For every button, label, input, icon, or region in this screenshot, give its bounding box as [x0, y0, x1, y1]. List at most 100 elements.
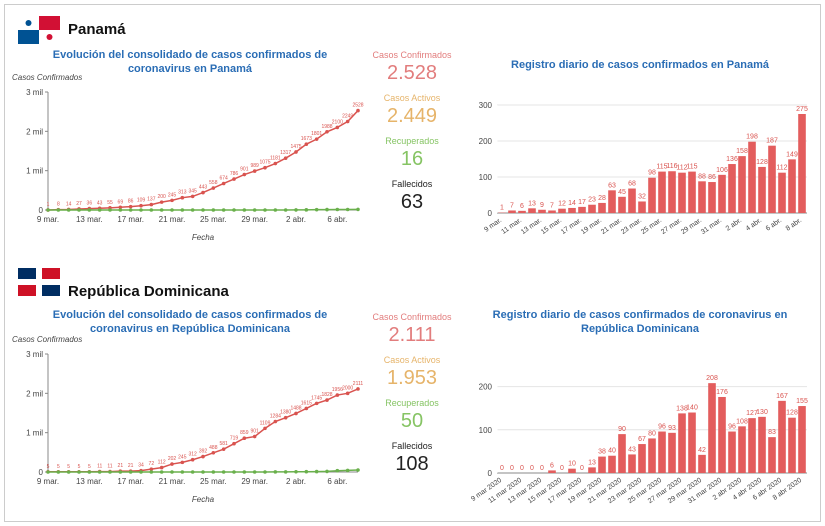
x-tick-label: 6 abr. [765, 217, 783, 233]
point [159, 200, 164, 204]
y-tick-label: 0 [488, 209, 493, 218]
chart-title: Evolución del consolidado de casos confi… [52, 49, 328, 75]
stat-label: Casos Activos [383, 355, 441, 365]
bar-label: 198 [746, 134, 758, 141]
x-tick-label: 11 mar. [500, 217, 523, 236]
point-label: 27 [76, 201, 82, 207]
point [356, 468, 360, 472]
point-label: 1488 [290, 405, 301, 411]
bar-label: 0 [500, 465, 504, 472]
point-label: 1109 [260, 420, 271, 426]
bar-label: 115 [656, 164, 667, 171]
bar-label: 0 [560, 465, 564, 472]
x-tick-label: 25 mar. [200, 477, 227, 486]
point-label: 488 [209, 445, 218, 451]
point [128, 208, 133, 212]
point [335, 468, 340, 473]
bar-label: 86 [708, 174, 716, 181]
chart-title: Registro diario de casos confirmados en … [511, 59, 769, 71]
flag-panama [18, 16, 60, 44]
x-tick-label: 25 mar. [200, 215, 227, 224]
x-axis-label: Fecha [192, 233, 215, 242]
bar [628, 454, 636, 473]
x-tick-label: 2 abr. [286, 215, 306, 224]
point [128, 470, 133, 474]
x-tick-label: 13 mar. [76, 215, 103, 224]
point [190, 470, 195, 474]
bar-label: 136 [726, 156, 738, 163]
point-label: 202 [168, 456, 177, 462]
bar [758, 416, 766, 473]
stat-label: Recuperados [385, 136, 439, 146]
bar [618, 434, 626, 473]
point [325, 207, 329, 212]
point [325, 130, 329, 134]
point [252, 208, 257, 212]
bar [588, 204, 596, 213]
y-tick-label: 200 [479, 383, 493, 392]
bar [748, 418, 756, 473]
point [87, 208, 92, 212]
bar [548, 210, 556, 213]
bar-label: 96 [658, 424, 666, 431]
bar [668, 171, 676, 213]
point [159, 465, 164, 470]
point [180, 208, 185, 212]
bar [718, 396, 726, 473]
point [97, 208, 102, 212]
point [345, 391, 350, 396]
point [149, 470, 154, 474]
stat-label: Casos Confirmados [372, 312, 452, 322]
bar-label: 80 [648, 430, 656, 437]
point [335, 125, 340, 130]
point [294, 150, 298, 154]
bar-label: 88 [698, 173, 706, 180]
bar [778, 172, 786, 213]
point [170, 462, 174, 466]
bar-label: 167 [776, 393, 788, 400]
bar [768, 437, 776, 473]
y-tick-label: 0 [39, 468, 44, 477]
bar-label: 32 [638, 193, 646, 200]
bar [768, 145, 776, 213]
frame [4, 4, 821, 522]
point-label: 109 [137, 198, 146, 204]
x-tick-label: 23 mar. [620, 217, 643, 236]
y-tick-label: 1 mil [26, 429, 43, 438]
point-label: 345 [188, 188, 197, 194]
point [242, 436, 247, 441]
point-label: 1380 [280, 410, 291, 416]
point [304, 208, 309, 212]
bar-label: 83 [768, 429, 776, 436]
x-tick-label: 4 abr. [745, 217, 763, 233]
point-label: 901 [240, 167, 249, 173]
point [56, 208, 61, 212]
bar-label: 67 [638, 436, 646, 443]
point-label: 392 [199, 449, 208, 455]
point [139, 470, 143, 474]
x-tick-label: 29 mar. [241, 477, 268, 486]
point [283, 415, 288, 420]
point [345, 207, 350, 212]
bar [558, 208, 566, 213]
point-label: 1988 [321, 124, 332, 130]
x-tick-label: 17 mar. [117, 477, 144, 486]
bar [698, 181, 706, 213]
point [201, 190, 205, 195]
bar-label: 140 [686, 405, 698, 412]
bar-label: 155 [796, 398, 808, 405]
point-label: 5 [78, 464, 81, 470]
point-label: 2111 [353, 381, 364, 387]
stat-value: 63 [400, 191, 424, 213]
country-name: Panamá [68, 21, 126, 38]
x-tick-label: 29 mar. [680, 217, 703, 236]
point [159, 470, 164, 474]
bar-label: 176 [716, 389, 728, 396]
point-label: 11 [107, 464, 112, 470]
x-tick-label: 29 mar. [241, 215, 268, 224]
bar [518, 210, 526, 213]
bar [578, 206, 586, 213]
point-label: 55 [107, 200, 113, 206]
y-tick-label: 2 mil [26, 389, 43, 398]
